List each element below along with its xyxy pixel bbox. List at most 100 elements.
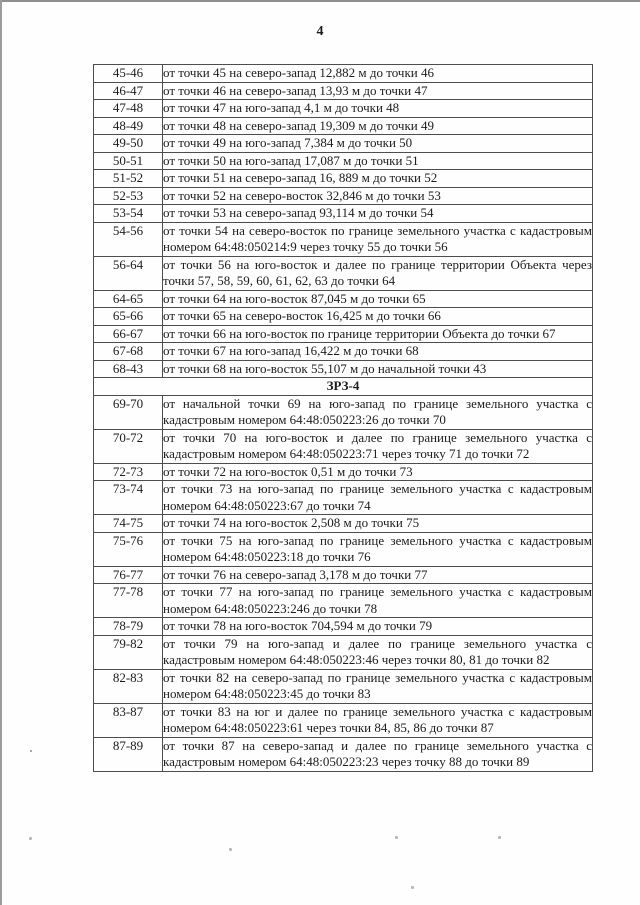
table-row: 50-51 от точки 50 на юго-запад 17,087 м д… — [93, 151, 593, 170]
point-range-cell: 45-46 — [93, 64, 163, 83]
scan-noise-speck — [498, 836, 501, 839]
description-cell: от точки 56 на юго-восток и далее по гра… — [162, 255, 593, 291]
point-range-cell: 70-72 — [93, 428, 163, 464]
point-range-cell: 47-48 — [93, 99, 163, 118]
point-range-cell: 83-87 — [93, 702, 163, 738]
scan-noise-speck — [29, 837, 32, 840]
boundary-table-body: 45-46 от точки 45 на северо-запад 12,882 … — [93, 64, 593, 772]
table-row: 82-83 от точки 82 на северо-запад по гран… — [93, 668, 593, 704]
description-cell: от точки 64 на юго-восток 87,045 м до то… — [162, 289, 593, 308]
table-row: 73-74 от точки 73 на юго-запад по границе… — [93, 480, 593, 515]
table-row: 64-65 от точки 64 на юго-восток 87,045 м … — [93, 289, 593, 308]
table-row: 48-49 от точки 48 на северо-запад 19,309 … — [93, 116, 593, 135]
table-row: 49-50 от точки 49 на юго-запад 7,384 м до… — [93, 134, 593, 153]
description-cell: от точки 45 на северо-запад 12,882 м до … — [162, 64, 593, 83]
point-range-cell: 65-66 — [93, 307, 163, 326]
point-range-cell: 87-89 — [93, 736, 163, 772]
table-row: 54-56 от точки 54 на северо-восток по гра… — [93, 221, 593, 257]
table-row: 87-89 от точки 87 на северо-запад и далее… — [93, 736, 593, 772]
description-cell: от точки 74 на юго-восток 2,508 м до точ… — [162, 514, 593, 533]
scan-noise-speck — [411, 886, 414, 889]
point-range-cell: 73-74 — [93, 480, 163, 515]
section-header: ЗРЗ-4 — [93, 377, 593, 396]
boundary-table: 45-46 от точки 45 на северо-запад 12,882 … — [93, 64, 593, 772]
point-range-cell: 67-68 — [93, 342, 163, 361]
table-row: 75-76 от точки 75 на юго-запад по границе… — [93, 531, 593, 567]
point-range-cell: 50-51 — [93, 151, 163, 170]
point-range-cell: 77-78 — [93, 583, 163, 618]
description-cell: от точки 87 на северо-запад и далее по г… — [162, 736, 593, 772]
table-row: 69-70 от начальной точки 69 на юго-запад … — [93, 394, 593, 430]
scan-edge-top — [0, 0, 640, 2]
description-cell: от точки 75 на юго-запад по границе земе… — [162, 531, 593, 567]
description-cell: от точки 68 на юго-восток 55,107 м до на… — [162, 359, 593, 378]
point-range-cell: 72-73 — [93, 462, 163, 481]
point-range-cell: 68-43 — [93, 359, 163, 378]
description-cell: от точки 54 на северо-восток по границе … — [162, 221, 593, 257]
description-cell: от точки 67 на юго-запад 16,422 м до точ… — [162, 342, 593, 361]
description-cell: от точки 72 на юго-восток 0,51 м до точк… — [162, 462, 593, 481]
table-row: 83-87 от точки 83 на юг и далее по границ… — [93, 702, 593, 738]
description-cell: от начальной точки 69 на юго-запад по гр… — [162, 394, 593, 430]
point-range-cell: 48-49 — [93, 116, 163, 135]
point-range-cell: 69-70 — [93, 394, 163, 430]
point-range-cell: 53-54 — [93, 204, 163, 223]
table-row: 53-54 от точки 53 на северо-запад 93,114 … — [93, 204, 593, 223]
table-row: 68-43 от точки 68 на юго-восток 55,107 м … — [93, 359, 593, 378]
point-range-cell: 74-75 — [93, 514, 163, 533]
table-row: 45-46 от точки 45 на северо-запад 12,882 … — [93, 64, 593, 83]
description-cell: от точки 66 на юго-восток по границе тер… — [162, 324, 593, 343]
table-row: 66-67 от точки 66 на юго-восток по границ… — [93, 324, 593, 343]
description-cell: от точки 70 на юго-восток и далее по гра… — [162, 428, 593, 464]
table-row: 74-75 от точки 74 на юго-восток 2,508 м д… — [93, 514, 593, 533]
point-range-cell: 46-47 — [93, 81, 163, 100]
table-row: 56-64 от точки 56 на юго-восток и далее п… — [93, 255, 593, 291]
point-range-cell: 78-79 — [93, 617, 163, 636]
point-range-cell: 51-52 — [93, 169, 163, 188]
description-cell: от точки 79 на юго-запад и далее по гран… — [162, 634, 593, 670]
scan-noise-speck — [30, 750, 32, 752]
table-row: 51-52 от точки 51 на северо-запад 16, 889… — [93, 169, 593, 188]
scan-noise-speck — [229, 848, 232, 851]
description-cell: от точки 82 на северо-запад по границе з… — [162, 668, 593, 704]
description-cell: от точки 46 на северо-запад 13,93 м до т… — [162, 81, 593, 100]
point-range-cell: 79-82 — [93, 634, 163, 670]
table-row: 47-48 от точки 47 на юго-запад 4,1 м до т… — [93, 99, 593, 118]
point-range-cell: 49-50 — [93, 134, 163, 153]
point-range-cell: 76-77 — [93, 565, 163, 584]
page-number: 4 — [316, 24, 324, 39]
table-row: 78-79 от точки 78 на юго-восток 704,594 м… — [93, 617, 593, 636]
description-cell: от точки 73 на юго-запад по границе земе… — [162, 480, 593, 515]
table-row: 67-68 от точки 67 на юго-запад 16,422 м д… — [93, 342, 593, 361]
scan-edge-left — [0, 0, 2, 905]
description-cell: от точки 78 на юго-восток 704,594 м до т… — [162, 617, 593, 636]
scan-noise-speck — [395, 836, 398, 839]
table-row: 76-77 от точки 76 на северо-запад 3,178 м… — [93, 565, 593, 584]
point-range-cell: 54-56 — [93, 221, 163, 257]
table-row: 46-47 от точки 46 на северо-запад 13,93 м… — [93, 81, 593, 100]
description-cell: от точки 53 на северо-запад 93,114 м до … — [162, 204, 593, 223]
point-range-cell: 52-53 — [93, 186, 163, 205]
point-range-cell: 66-67 — [93, 324, 163, 343]
point-range-cell: 75-76 — [93, 531, 163, 567]
point-range-cell: 82-83 — [93, 668, 163, 704]
description-cell: от точки 83 на юг и далее по границе зем… — [162, 702, 593, 738]
description-cell: от точки 76 на северо-запад 3,178 м до т… — [162, 565, 593, 584]
table-row: 72-73 от точки 72 на юго-восток 0,51 м до… — [93, 462, 593, 481]
point-range-cell: 64-65 — [93, 289, 163, 308]
description-cell: от точки 47 на юго-запад 4,1 м до точки … — [162, 99, 593, 118]
section-header-row: ЗРЗ-4 — [93, 377, 593, 396]
table-row: 65-66 от точки 65 на северо-восток 16,425… — [93, 307, 593, 326]
table-row: 70-72 от точки 70 на юго-восток и далее п… — [93, 428, 593, 464]
table-row: 77-78 от точки 77 на юго-запад по границе… — [93, 583, 593, 618]
description-cell: от точки 50 на юго-запад 17,087 м до точ… — [162, 151, 593, 170]
description-cell: от точки 49 на юго-запад 7,384 м до точк… — [162, 134, 593, 153]
table-row: 79-82 от точки 79 на юго-запад и далее по… — [93, 634, 593, 670]
point-range-cell: 56-64 — [93, 255, 163, 291]
description-cell: от точки 51 на северо-запад 16, 889 м до… — [162, 169, 593, 188]
description-cell: от точки 65 на северо-восток 16,425 м до… — [162, 307, 593, 326]
description-cell: от точки 77 на юго-запад по границе земе… — [162, 583, 593, 618]
table-row: 52-53 от точки 52 на северо-восток 32,846… — [93, 186, 593, 205]
description-cell: от точки 52 на северо-восток 32,846 м до… — [162, 186, 593, 205]
